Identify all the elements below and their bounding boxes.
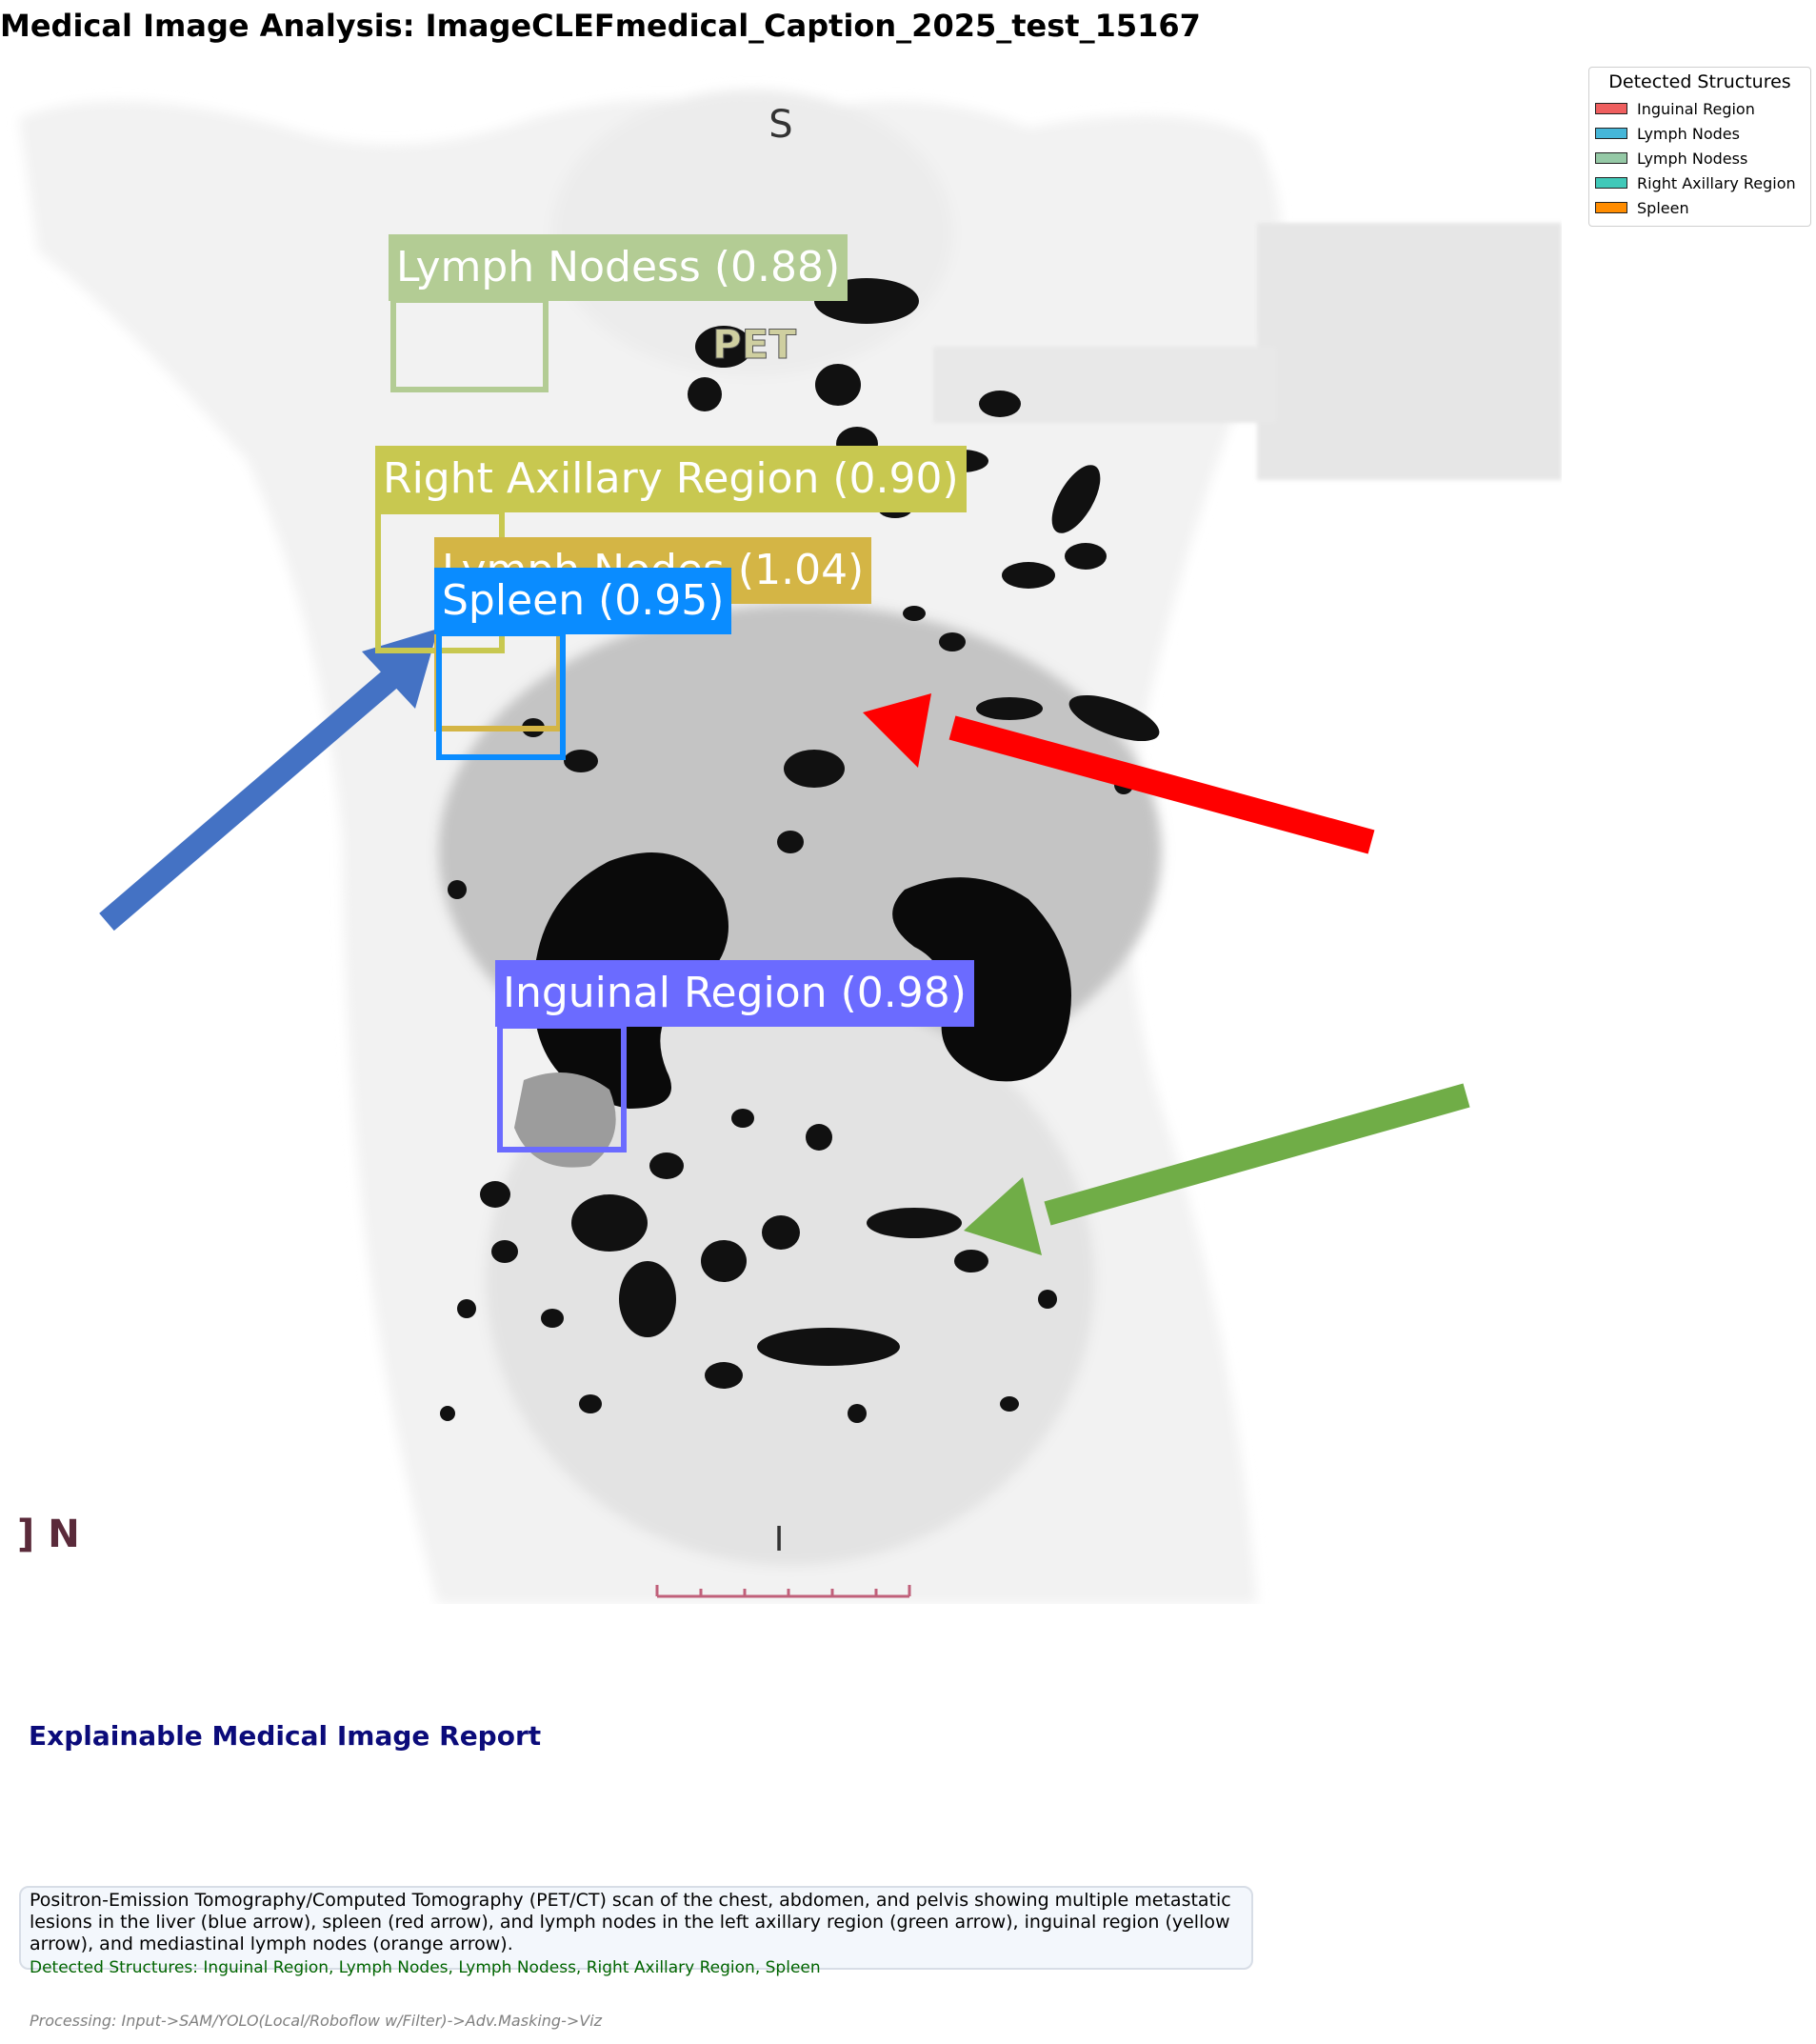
legend-label: Lymph Nodes <box>1637 124 1740 143</box>
overlay-ghost <box>1257 223 1562 480</box>
legend-item: Right Axillary Region <box>1595 170 1805 195</box>
legend-swatch <box>1595 103 1627 114</box>
detection-box-lymph-nodess <box>390 297 549 392</box>
red-arrow <box>863 693 1375 854</box>
marker-superior: S <box>768 103 792 147</box>
marker-left: ] N <box>17 1513 80 1556</box>
legend-item: Lymph Nodess <box>1595 146 1805 170</box>
caption-box <box>19 1886 1253 1970</box>
legend-label: Lymph Nodess <box>1637 149 1748 168</box>
scan-header-text: PET <box>712 321 796 368</box>
report-caption: Positron-Emission Tomography/Computed To… <box>30 1890 1231 1954</box>
processing-pipeline-text: Processing: Input->SAM/YOLO(Local/Robofl… <box>30 2012 603 2030</box>
detection-box-spleen <box>436 631 566 760</box>
green-arrow <box>964 1083 1470 1255</box>
legend-title: Detected Structures <box>1608 71 1791 92</box>
detected-structures-text: Detected Structures: Inguinal Region, Ly… <box>30 1958 821 1977</box>
legend-swatch <box>1595 128 1627 139</box>
legend-item: Inguinal Region <box>1595 96 1805 121</box>
legend-label: Right Axillary Region <box>1637 173 1796 192</box>
legend-swatch <box>1595 177 1627 189</box>
detection-label-spleen: Spleen (0.95) <box>434 568 732 634</box>
scale-bar <box>655 1585 911 1598</box>
legend-item: Spleen <box>1595 195 1805 220</box>
legend-item: Lymph Nodes <box>1595 121 1805 146</box>
figure-title: Medical Image Analysis: ImageCLEFmedical… <box>0 8 1201 44</box>
detection-box-inguinal-region <box>497 1023 627 1152</box>
detection-label-right-axillary-region: Right Axillary Region (0.90) <box>375 446 967 512</box>
legend: Detected Structures Inguinal Region Lymp… <box>1588 67 1811 227</box>
legend-swatch <box>1595 152 1627 164</box>
legend-label: Inguinal Region <box>1637 99 1755 118</box>
report-heading: Explainable Medical Image Report <box>29 1720 542 1752</box>
pet-scan-image: S I ] N PET Lymph Nodess (0. <box>0 61 1562 1604</box>
detection-label-lymph-nodess: Lymph Nodess (0.88) <box>389 234 848 301</box>
legend-swatch <box>1595 202 1627 213</box>
detection-label-inguinal-region: Inguinal Region (0.98) <box>495 960 974 1027</box>
marker-inferior: I <box>774 1520 785 1559</box>
legend-label: Spleen <box>1637 198 1689 217</box>
